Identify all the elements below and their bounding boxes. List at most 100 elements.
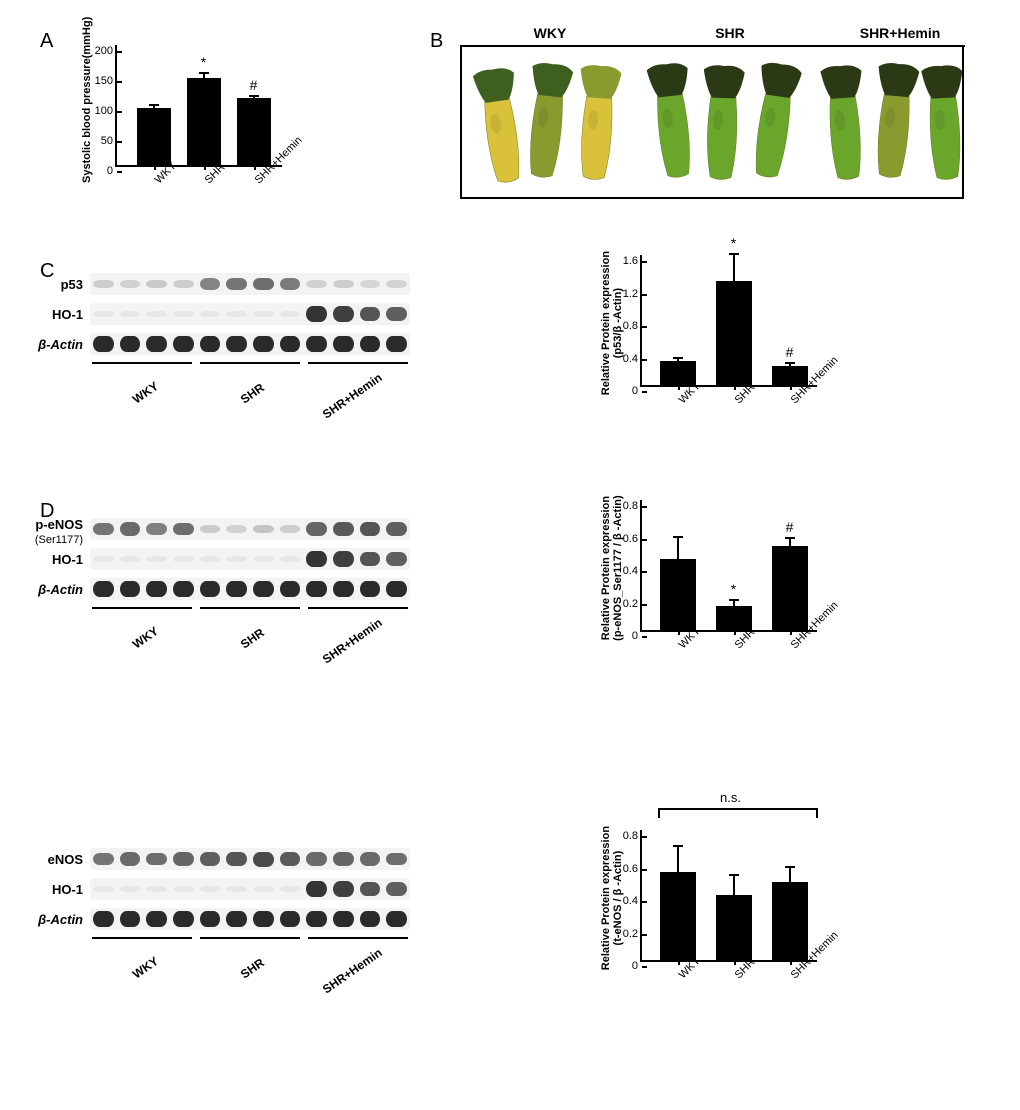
blot-d2-group-shr: SHR xyxy=(238,955,267,981)
sig-marker: # xyxy=(786,344,794,360)
band xyxy=(173,523,194,536)
blot-d1-group-shrh: SHR+Hemin xyxy=(320,615,385,666)
band xyxy=(360,552,381,566)
band xyxy=(146,280,167,288)
band xyxy=(120,311,141,317)
blot-label-enos: eNOS xyxy=(25,853,83,867)
band xyxy=(200,911,221,928)
blot-label-ho1-c: HO-1 xyxy=(25,308,83,322)
ylabel-tenos: Relative Protein expression(t-eNOS / β -… xyxy=(600,798,624,998)
band xyxy=(360,336,381,353)
band xyxy=(253,852,274,867)
band xyxy=(280,852,301,866)
band xyxy=(226,911,247,928)
band xyxy=(360,280,381,287)
band xyxy=(173,280,194,288)
blot-label-actin-d1: β-Actin xyxy=(25,583,83,597)
band xyxy=(200,336,221,353)
band xyxy=(226,525,247,532)
chart-tenos: Relative Protein expression(t-eNOS / β -… xyxy=(640,830,817,962)
band xyxy=(253,886,274,892)
xtick-label: SHR xyxy=(202,161,227,186)
band xyxy=(93,853,114,866)
band xyxy=(280,311,301,317)
band xyxy=(253,278,274,291)
band xyxy=(306,336,327,353)
band xyxy=(93,280,114,288)
band xyxy=(386,307,407,321)
band xyxy=(360,307,381,321)
band xyxy=(386,581,407,598)
band xyxy=(226,556,247,562)
band xyxy=(280,886,301,892)
bar: * xyxy=(187,78,221,165)
bar: # xyxy=(237,98,271,165)
band xyxy=(93,556,114,562)
band xyxy=(120,522,141,535)
band xyxy=(200,278,221,290)
band xyxy=(146,886,167,892)
band xyxy=(200,886,221,892)
blot-strip-ho1 xyxy=(90,878,410,900)
band xyxy=(226,278,247,291)
bar xyxy=(137,108,171,165)
blot-strip-penos xyxy=(90,518,410,540)
band xyxy=(146,311,167,317)
band xyxy=(226,852,247,866)
blot-strip-ho1 xyxy=(90,548,410,570)
band xyxy=(200,852,221,866)
band xyxy=(146,336,167,353)
sig-marker: * xyxy=(201,54,206,70)
panel-label-a: A xyxy=(40,30,53,53)
band xyxy=(306,881,327,897)
band xyxy=(173,311,194,317)
blot-label-penos: p-eNOS xyxy=(35,517,83,532)
tissue-sample xyxy=(818,61,871,184)
band xyxy=(386,522,407,536)
ns-label: n.s. xyxy=(720,790,741,805)
band xyxy=(146,853,167,866)
panel-label-b: B xyxy=(430,30,443,53)
band xyxy=(360,522,381,536)
band xyxy=(306,911,327,928)
band xyxy=(226,336,247,353)
band xyxy=(253,581,274,598)
band xyxy=(226,581,247,598)
band xyxy=(146,581,167,598)
band xyxy=(306,852,327,865)
band xyxy=(120,911,141,928)
sig-marker: # xyxy=(786,519,794,535)
chart-systolic-bp: Systolic blood pressure(mmHg) 0501001502… xyxy=(115,45,282,167)
blot-label-ho1-d2: HO-1 xyxy=(25,883,83,897)
bar xyxy=(660,361,696,385)
bar: # xyxy=(772,546,808,631)
band xyxy=(200,556,221,562)
band xyxy=(93,911,114,928)
band xyxy=(120,556,141,562)
band xyxy=(120,280,141,287)
blot-strip-bactin xyxy=(90,578,410,600)
band xyxy=(386,280,407,287)
bar: # xyxy=(772,366,808,385)
band xyxy=(253,556,274,562)
bar xyxy=(660,872,696,960)
band xyxy=(146,911,167,928)
chart-p53: Relative Protein expression(p53/β -Actin… xyxy=(640,255,817,387)
band xyxy=(333,280,354,288)
band xyxy=(360,852,381,865)
blot-d2-group-shrh: SHR+Hemin xyxy=(320,945,385,996)
band xyxy=(173,852,194,865)
bar: * xyxy=(716,281,752,385)
blot-label-actin-c: β-Actin xyxy=(25,338,83,352)
sig-marker: * xyxy=(731,581,736,597)
band xyxy=(200,311,221,317)
band xyxy=(333,852,354,865)
band xyxy=(360,911,381,928)
xtick-label: SHR xyxy=(732,956,757,981)
blot-label-ho1-d: HO-1 xyxy=(25,553,83,567)
band xyxy=(226,311,247,317)
tissue-sample xyxy=(698,61,747,182)
band xyxy=(173,336,194,353)
blot-d1-group-wky: WKY xyxy=(130,624,161,652)
blot-c-group-shrh: SHR+Hemin xyxy=(320,370,385,421)
